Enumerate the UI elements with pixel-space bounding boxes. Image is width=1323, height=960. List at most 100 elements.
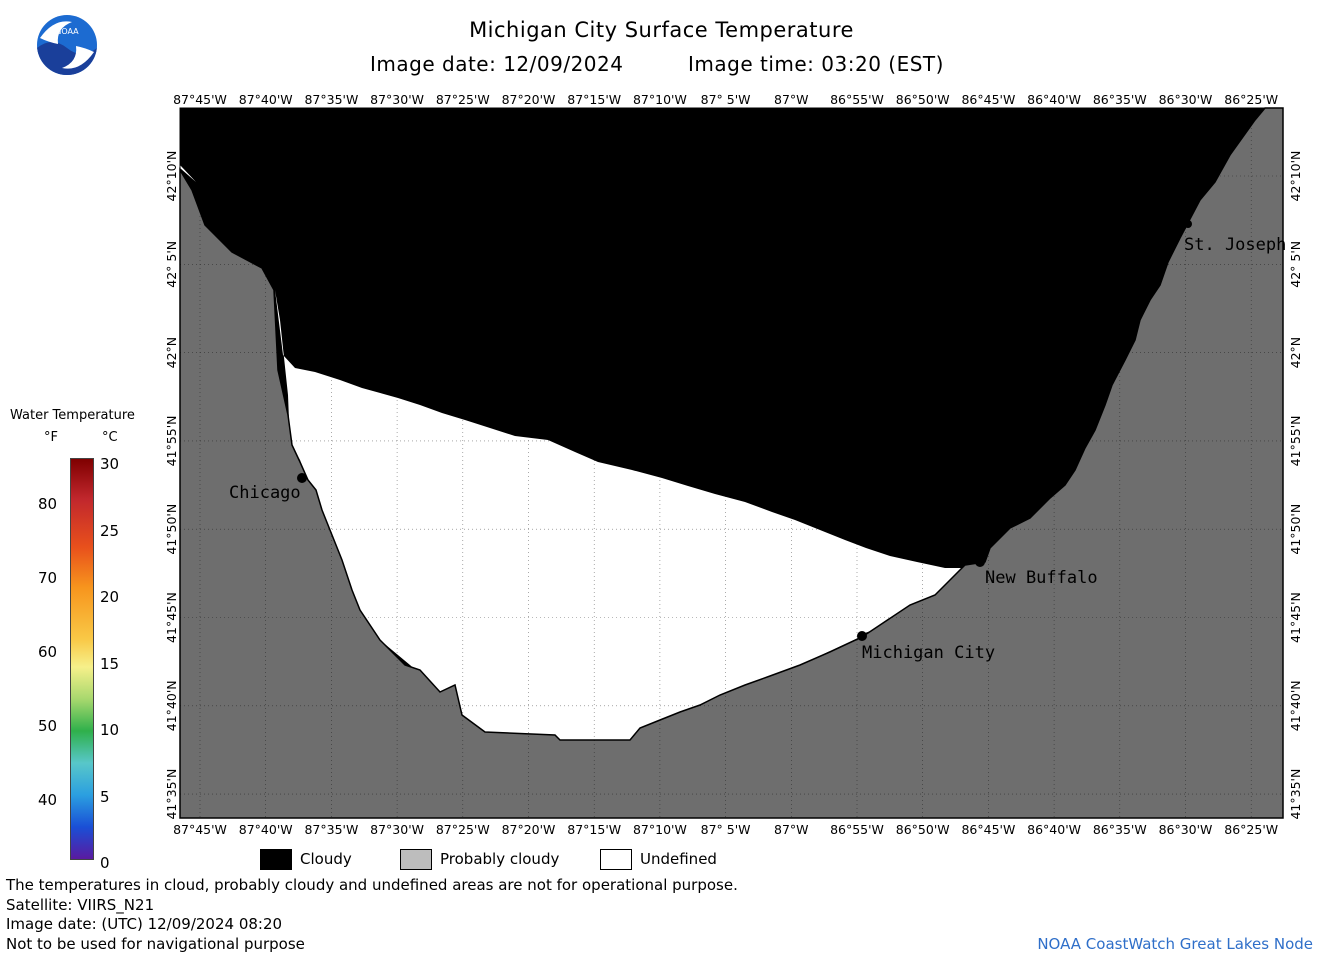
map-title: Michigan City Surface Temperature bbox=[469, 18, 854, 42]
longitude-label: 86°40'W bbox=[1027, 92, 1081, 107]
longitude-labels-top: 87°45'W 87°40'W 87°35'W 87°30'W 87°25'W 87°20… bbox=[173, 92, 1278, 107]
footer-satellite: Satellite: VIIRS_N21 bbox=[6, 896, 155, 914]
longitude-label: 87°45'W bbox=[173, 92, 227, 107]
latitude-label: 42°N bbox=[1288, 337, 1303, 369]
longitude-label: 87°20'W bbox=[502, 822, 556, 837]
longitude-label: 87°15'W bbox=[567, 92, 621, 107]
undefined-swatch bbox=[600, 849, 632, 870]
longitude-label: 86°45'W bbox=[961, 92, 1015, 107]
longitude-label: 87°30'W bbox=[370, 92, 424, 107]
logo-text: NOAA bbox=[55, 27, 79, 36]
city-label-chicago: Chicago bbox=[229, 483, 301, 503]
image-time: Image time: 03:20 (EST) bbox=[688, 52, 944, 76]
city-label-st-joseph: St. Joseph bbox=[1184, 235, 1286, 255]
legend-undefined: Undefined bbox=[600, 849, 717, 870]
city-label-michigan-city: Michigan City bbox=[862, 643, 995, 663]
longitude-label: 86°50'W bbox=[896, 92, 950, 107]
colorbar-tick-f: 70 bbox=[38, 569, 58, 587]
noaa-logo: NOAA bbox=[37, 15, 97, 75]
latitude-label: 42° 5'N bbox=[1288, 241, 1303, 288]
colorbar-tick-c: 25 bbox=[100, 521, 120, 540]
st-joseph-marker bbox=[1184, 220, 1192, 228]
latitude-label: 41°50'N bbox=[1288, 504, 1303, 555]
latitude-label: 42°10'N bbox=[1288, 151, 1303, 202]
longitude-label: 87°45'W bbox=[173, 822, 227, 837]
city-label-new-buffalo: New Buffalo bbox=[985, 568, 1098, 588]
michigan-city-marker bbox=[857, 631, 867, 641]
new-buffalo-marker bbox=[975, 557, 985, 567]
longitude-label: 87°10'W bbox=[633, 822, 687, 837]
longitude-label: 87°10'W bbox=[633, 92, 687, 107]
longitude-label: 87°40'W bbox=[239, 92, 293, 107]
colorbar-tick-c: 0 bbox=[100, 854, 110, 872]
longitude-label: 87°20'W bbox=[502, 92, 556, 107]
longitude-label: 86°25'W bbox=[1224, 92, 1278, 107]
map-border bbox=[179, 107, 1284, 819]
latitude-label: 41°45'N bbox=[164, 592, 179, 643]
colorbar-tick-c: 30 bbox=[100, 455, 120, 473]
temperature-colorbar bbox=[70, 458, 94, 860]
latitude-labels-right: 42°10'N 42° 5'N 42°N 41°55'N 41°50'N 41°45'N 4… bbox=[1288, 151, 1303, 820]
longitude-label: 87°30'W bbox=[370, 822, 424, 837]
legend-probably-cloudy-label: Probably cloudy bbox=[440, 850, 560, 868]
longitude-label: 86°35'W bbox=[1093, 822, 1147, 837]
land-area bbox=[179, 107, 1284, 819]
legend-cloudy: Cloudy bbox=[260, 849, 352, 870]
latitude-label: 42° 5'N bbox=[164, 241, 179, 288]
longitude-label: 87°40'W bbox=[239, 822, 293, 837]
latitude-label: 42°N bbox=[164, 337, 179, 369]
longitude-label: 87° 5'W bbox=[701, 92, 751, 107]
colorbar-tick-f: 80 bbox=[38, 495, 58, 513]
colorbar-tick-c: 20 bbox=[100, 588, 120, 606]
legend-cloudy-label: Cloudy bbox=[300, 850, 352, 868]
longitude-label: 87°W bbox=[774, 92, 809, 107]
longitude-label: 86°25'W bbox=[1224, 822, 1278, 837]
colorbar-tick-c: 10 bbox=[100, 721, 120, 739]
unit-c: °C bbox=[102, 430, 118, 445]
longitude-label: 87°25'W bbox=[436, 92, 490, 107]
image-date: Image date: 12/09/2024 bbox=[370, 52, 624, 76]
footer-navigation-note: Not to be used for navigational purpose bbox=[6, 935, 305, 953]
cloudy-swatch bbox=[260, 849, 292, 870]
undefined-area bbox=[180, 165, 975, 740]
unit-f: °F bbox=[44, 430, 58, 445]
longitude-label: 86°55'W bbox=[830, 92, 884, 107]
latitude-label: 41°50'N bbox=[164, 504, 179, 555]
longitude-label: 86°40'W bbox=[1027, 822, 1081, 837]
longitude-label: 87°W bbox=[774, 822, 809, 837]
longitude-label: 87°15'W bbox=[567, 822, 621, 837]
latitude-label: 41°55'N bbox=[1288, 415, 1303, 466]
credit-link[interactable]: NOAA CoastWatch Great Lakes Node bbox=[1037, 935, 1313, 953]
legend-probably-cloudy: Probably cloudy bbox=[400, 849, 559, 870]
longitude-label: 86°50'W bbox=[896, 822, 950, 837]
latitude-labels-left: 42°10'N 42° 5'N 42°N 41°55'N 41°50'N 41°45'N 4… bbox=[164, 151, 179, 820]
colorbar-tick-f: 60 bbox=[38, 643, 58, 661]
probably-cloudy-swatch bbox=[400, 849, 432, 870]
chicago-marker bbox=[297, 473, 307, 483]
longitude-label: 86°30'W bbox=[1159, 92, 1213, 107]
longitude-label: 87° 5'W bbox=[701, 822, 751, 837]
colorbar-tick-f: 40 bbox=[38, 791, 58, 809]
longitude-label: 87°25'W bbox=[436, 822, 490, 837]
colorbar-tick-f: 50 bbox=[38, 717, 58, 735]
colorbar-title: Water Temperature bbox=[10, 408, 135, 423]
latitude-label: 42°10'N bbox=[164, 151, 179, 202]
latitude-label: 41°55'N bbox=[164, 415, 179, 466]
colorbar-tick-c: 5 bbox=[100, 787, 110, 806]
longitude-label: 87°35'W bbox=[304, 822, 358, 837]
longitude-label: 86°55'W bbox=[830, 822, 884, 837]
latitude-label: 41°40'N bbox=[164, 680, 179, 731]
latitude-label: 41°35'N bbox=[1288, 769, 1303, 820]
longitude-labels-bottom: 87°45'W 87°40'W 87°35'W 87°30'W 87°25'W 87°20… bbox=[173, 822, 1278, 837]
longitude-label: 86°45'W bbox=[961, 822, 1015, 837]
legend-undefined-label: Undefined bbox=[640, 850, 717, 868]
latitude-label: 41°45'N bbox=[1288, 592, 1303, 643]
latitude-label: 41°35'N bbox=[164, 769, 179, 820]
footer-image-date: Image date: (UTC) 12/09/2024 08:20 bbox=[6, 915, 283, 933]
latitude-label: 41°40'N bbox=[1288, 680, 1303, 731]
longitude-label: 87°35'W bbox=[304, 92, 358, 107]
longitude-label: 86°30'W bbox=[1159, 822, 1213, 837]
footer-disclaimer: The temperatures in cloud, probably clou… bbox=[6, 876, 738, 894]
colorbar-tick-c: 15 bbox=[100, 654, 120, 673]
